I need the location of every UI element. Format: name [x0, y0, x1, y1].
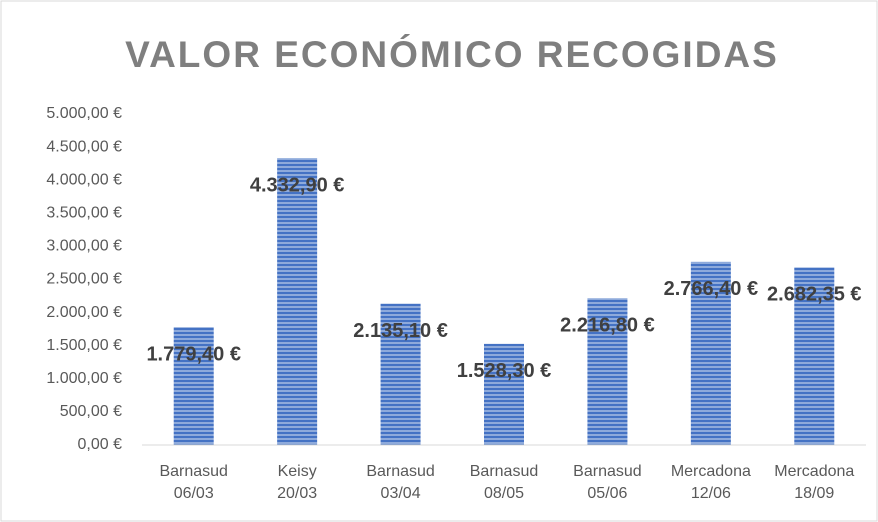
x-tick-label: Mercadona 12/06	[671, 463, 751, 502]
value-label: 2.135,10 €	[353, 320, 448, 342]
y-tick-label: 0,00 €	[78, 436, 123, 453]
y-tick-label: 2.500,00 €	[46, 271, 122, 288]
y-tick-label: 1.500,00 €	[46, 337, 122, 354]
y-tick-label: 500,00 €	[60, 403, 122, 420]
bar	[690, 261, 731, 445]
bar	[484, 343, 524, 445]
y-tick-label: 5.000,00 €	[46, 105, 122, 122]
value-label: 2.766,40 €	[664, 278, 759, 300]
x-tick-label: Keisy 20/03	[277, 463, 317, 502]
y-tick-label: 2.000,00 €	[46, 304, 122, 321]
bar	[173, 327, 214, 445]
x-tick-label: Barnasud 03/04	[366, 463, 435, 502]
y-tick-label: 1.000,00 €	[46, 370, 122, 387]
x-tick-label: Barnasud 08/05	[470, 463, 539, 502]
value-label: 2.216,80 €	[560, 315, 655, 337]
y-tick-label: 3.000,00 €	[46, 238, 122, 255]
bar	[380, 303, 421, 445]
x-tick-label: Barnasud 05/06	[573, 463, 642, 502]
chart-title: VALOR ECONÓMICO RECOGIDAS	[125, 33, 779, 75]
x-tick-label: Barnasud 06/03	[159, 463, 228, 502]
value-label: 4.332,90 €	[250, 174, 345, 196]
value-label: 1.779,40 €	[146, 343, 241, 365]
bar	[794, 267, 835, 445]
x-tick-label: Mercadona 18/09	[774, 463, 854, 502]
bar	[277, 158, 318, 445]
y-tick-label: 4.000,00 €	[46, 171, 122, 188]
y-tick-label: 3.500,00 €	[46, 205, 122, 222]
value-label: 1.528,30 €	[457, 360, 552, 382]
bar	[587, 298, 628, 445]
value-label: 2.682,35 €	[767, 284, 862, 306]
y-tick-label: 4.500,00 €	[46, 138, 122, 155]
